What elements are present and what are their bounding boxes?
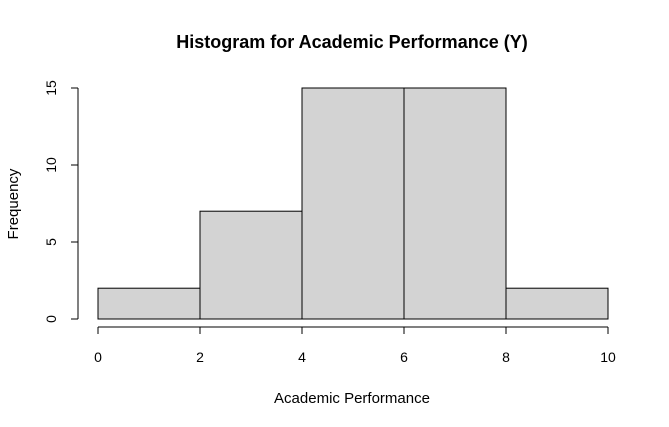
- x-axis: 0 2 4 6 8 10: [94, 326, 616, 365]
- y-tick-label-1: 5: [43, 238, 59, 246]
- histogram-bar-1: [199, 210, 303, 320]
- y-tick-label-3: 15: [43, 80, 59, 96]
- y-axis: 0 5 10 15: [43, 80, 79, 323]
- x-tick-label-5: 10: [600, 349, 616, 365]
- x-axis-label: Academic Performance: [274, 390, 430, 407]
- y-tick-label-2: 10: [43, 157, 59, 173]
- y-axis-label: Frequency: [5, 168, 22, 239]
- histogram-bar-3: [403, 87, 507, 320]
- x-tick-label-4: 8: [502, 349, 510, 365]
- x-tick-label-1: 2: [196, 349, 204, 365]
- histogram-bar-0: [97, 287, 201, 320]
- chart-title: Histogram for Academic Performance (Y): [176, 32, 527, 52]
- histogram-bar-2: [301, 87, 405, 320]
- y-tick-label-0: 0: [43, 315, 59, 323]
- x-tick-label-3: 6: [400, 349, 408, 365]
- x-tick-label-2: 4: [298, 349, 306, 365]
- bars-group: [97, 87, 609, 320]
- x-tick-label-0: 0: [94, 349, 102, 365]
- histogram-bar-4: [505, 287, 609, 320]
